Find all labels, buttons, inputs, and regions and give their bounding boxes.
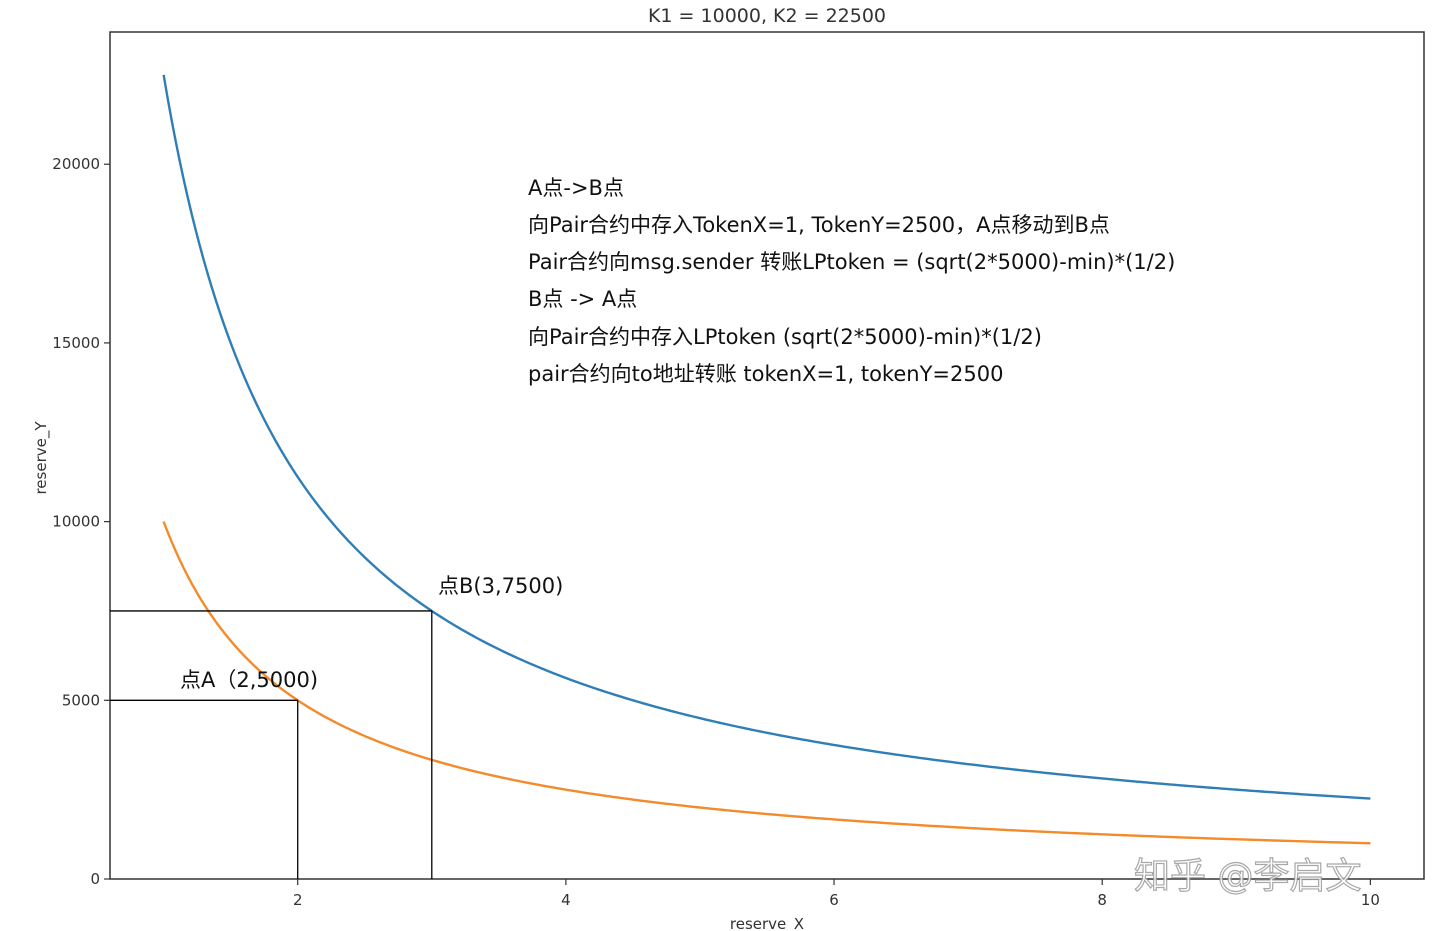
watermark: 知乎 @李启文: [1134, 856, 1361, 897]
annotation-line: pair合约向to地址转账 tokenX=1, tokenY=2500: [528, 362, 1003, 386]
x-axis-label: reserve_X: [730, 915, 804, 931]
y-tick-label: 20000: [52, 155, 100, 173]
y-tick-label: 0: [90, 870, 100, 888]
series-line: [162, 521, 1371, 845]
point-a-label: 点A（2,5000): [180, 668, 318, 692]
annotation-line: Pair合约向msg.sender 转账LPtoken = (sqrt(2*50…: [528, 250, 1175, 274]
annotation-line: 向Pair合约中存入LPtoken (sqrt(2*5000)-min)*(1/…: [528, 325, 1042, 349]
series-lines: [162, 74, 1371, 845]
y-tick-label: 15000: [52, 334, 100, 352]
plot-frame: [109, 31, 1425, 880]
x-tick-label: 10: [1361, 891, 1380, 909]
y-axis-label: reserve_Y: [32, 421, 51, 495]
x-axis-ticks: 2 4 6 8 10: [293, 879, 1380, 909]
y-tick-label: 10000: [52, 513, 100, 531]
x-tick-label: 2: [293, 891, 303, 909]
point-guides: [110, 610, 433, 879]
annotation-line: 向Pair合约中存入TokenX=1, TokenY=2500，A点移动到B点: [528, 213, 1110, 237]
x-tick-label: 8: [1097, 891, 1107, 909]
chart-title: K1 = 10000, K2 = 22500: [648, 5, 886, 27]
x-tick-label: 4: [561, 891, 571, 909]
y-tick-label: 5000: [62, 691, 100, 709]
series-line: [162, 74, 1371, 800]
x-tick-label: 6: [829, 891, 839, 909]
annotation-block: A点->B点 向Pair合约中存入TokenX=1, TokenY=2500，A…: [528, 176, 1175, 386]
annotation-line: A点->B点: [528, 176, 624, 200]
y-axis-ticks: 0 5000 10000 15000 20000: [52, 155, 110, 888]
point-b-label: 点B(3,7500): [438, 574, 563, 598]
annotation-line: B点 -> A点: [528, 287, 637, 311]
